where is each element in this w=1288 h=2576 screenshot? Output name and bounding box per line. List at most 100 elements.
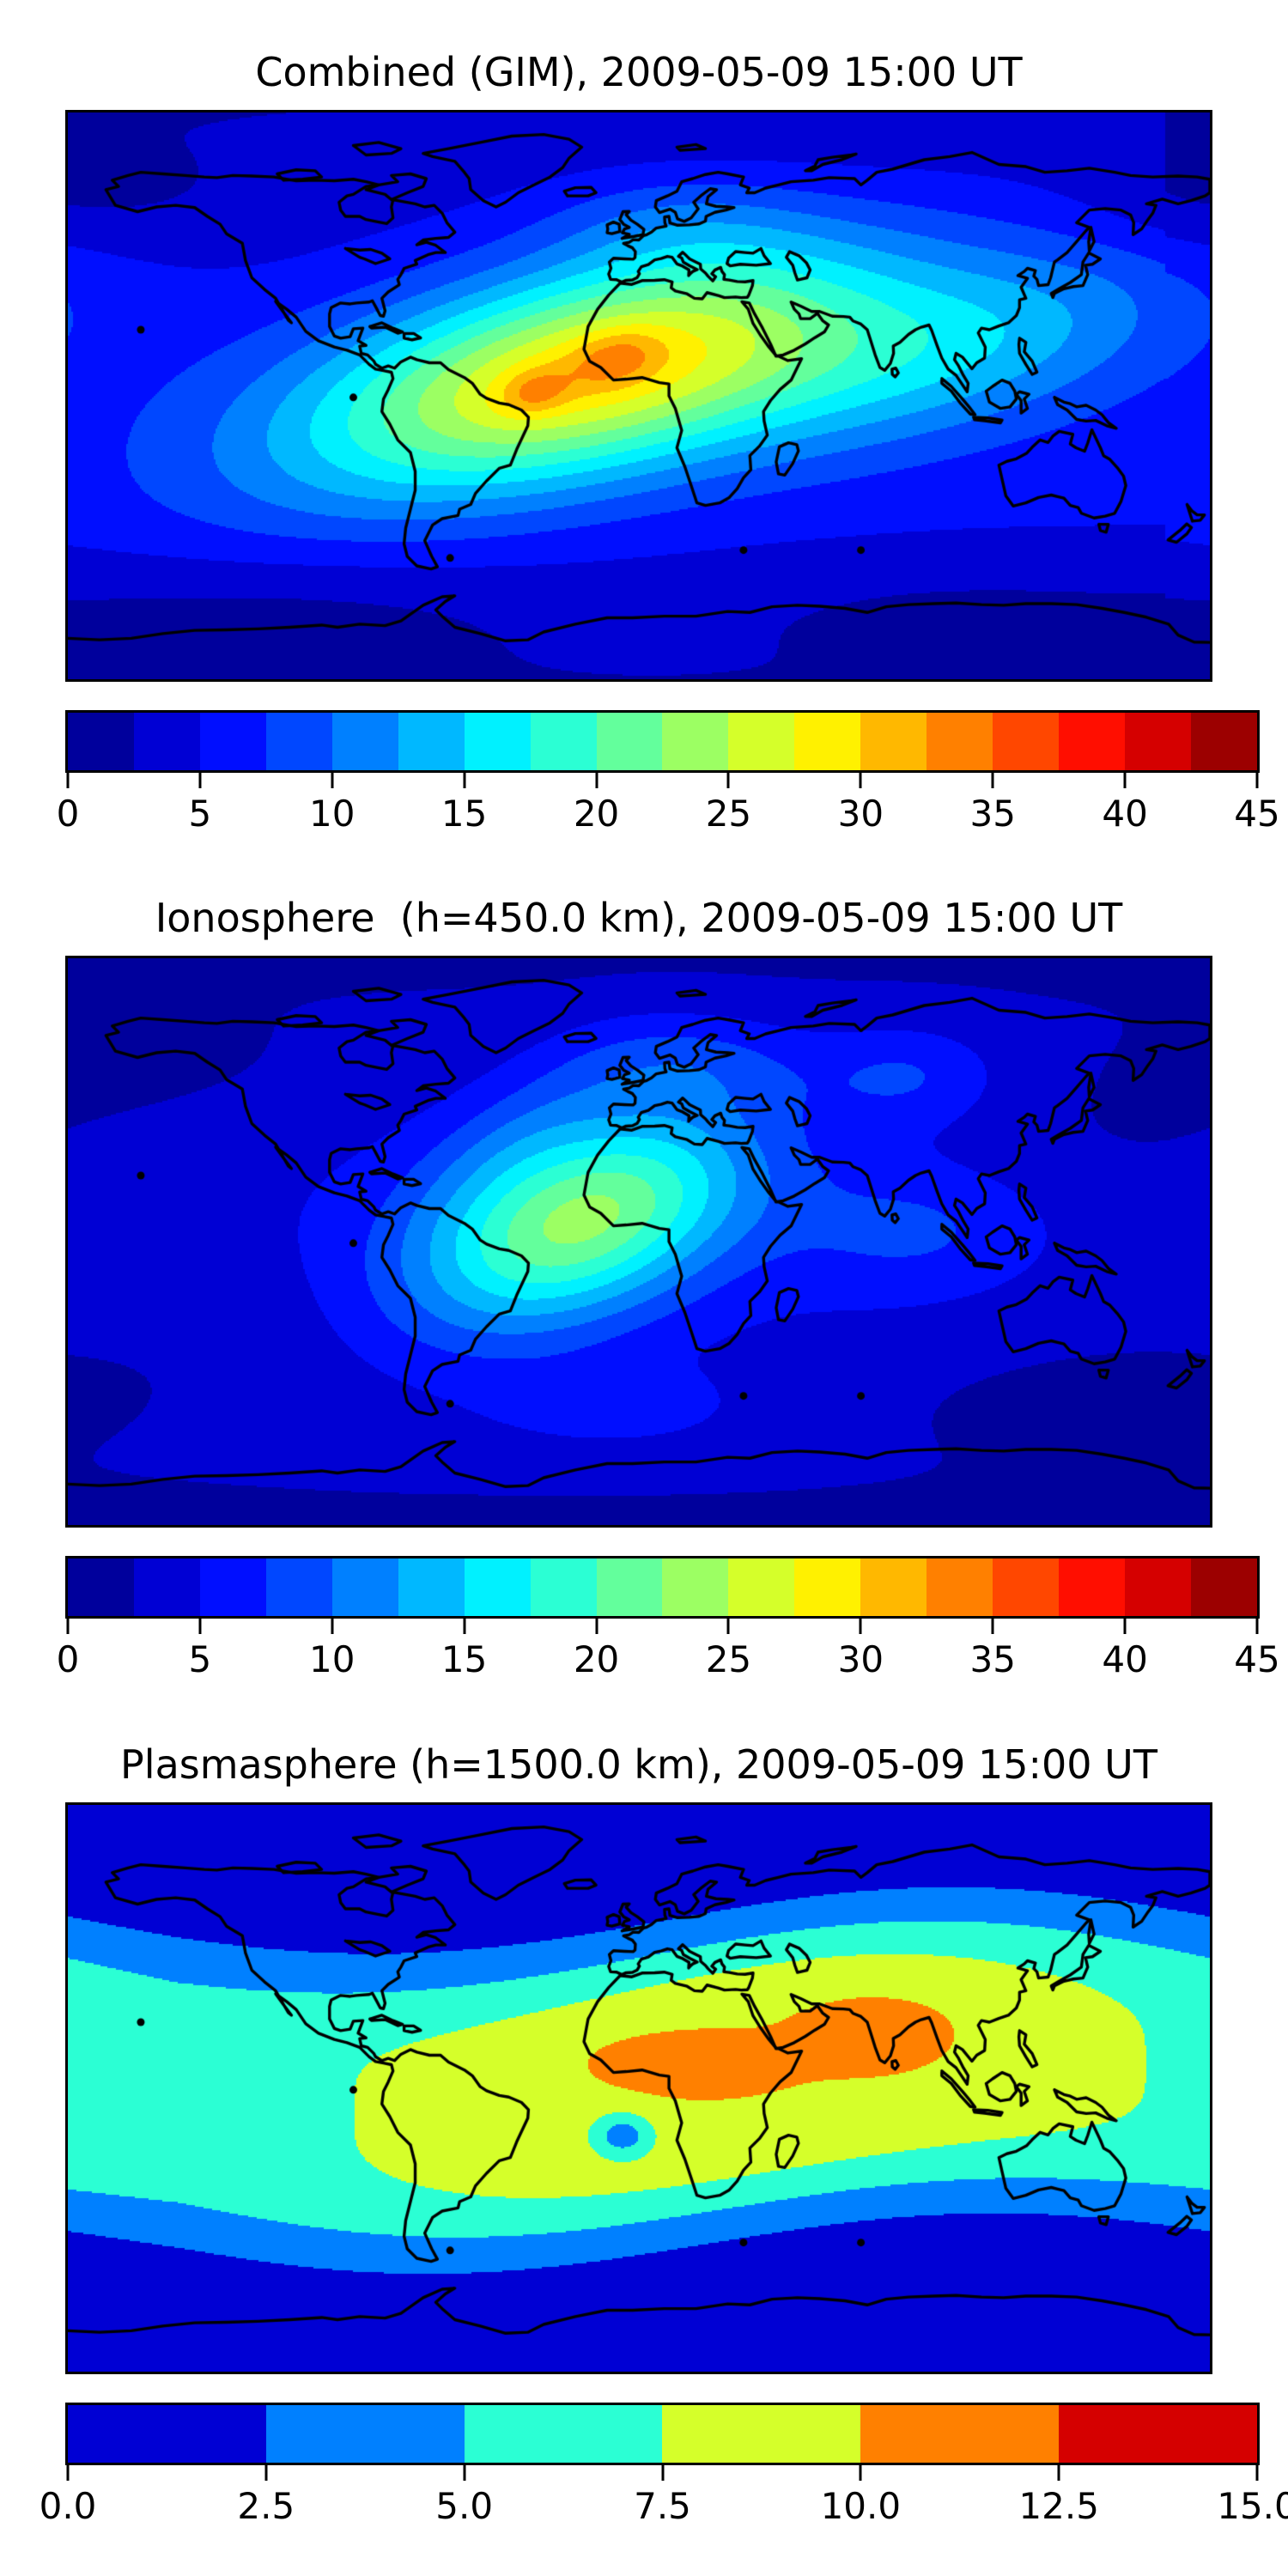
- colorbar-tick-label: 40: [1102, 793, 1148, 835]
- colorbar-segment: [596, 1558, 663, 1616]
- colorbar-tick-label: 12.5: [1018, 2485, 1099, 2527]
- colorbar-segment: [1125, 713, 1191, 770]
- colorbar-tick-label: 0: [56, 793, 80, 835]
- colorbar-segment: [1059, 1558, 1125, 1616]
- map-canvas-combined: [68, 112, 1210, 679]
- colorbar-segment: [530, 713, 597, 770]
- colorbar-tick-mark: [1057, 2465, 1060, 2481]
- colorbar-labels-plasmasphere: 0.0 2.5 5.0 7.5 10.0 12.5 15.0: [39, 2485, 1288, 2530]
- colorbar-segment: [728, 713, 795, 770]
- colorbar-tick-mark: [66, 1619, 70, 1634]
- colorbar-tick-mark: [198, 773, 202, 788]
- colorbar-tick-label: 45: [1234, 793, 1280, 835]
- colorbar-combined: [65, 710, 1260, 773]
- colorbar-segment: [68, 713, 134, 770]
- colorbar-segment: [464, 713, 531, 770]
- colorbar-segment: [1190, 713, 1257, 770]
- map-canvas-plasmasphere: [68, 1805, 1210, 2372]
- colorbar-segment: [927, 713, 993, 770]
- colorbar-tick-mark: [595, 1619, 598, 1634]
- colorbar-segment: [199, 1558, 266, 1616]
- colorbar-tick-label: 15: [440, 1638, 488, 1680]
- colorbar-tick-mark: [66, 773, 70, 788]
- colorbar-tick-mark: [1123, 1619, 1127, 1634]
- colorbar-tick-mark: [991, 773, 994, 788]
- colorbar-segment: [860, 1558, 927, 1616]
- colorbar-tick-label: 25: [705, 793, 752, 835]
- colorbar-tick-mark: [1255, 2465, 1259, 2481]
- colorbar-segment: [265, 713, 332, 770]
- colorbar-segment: [662, 713, 729, 770]
- colorbar-segment: [68, 2405, 266, 2463]
- panel-plasmasphere: Plasmasphere (h=1500.0 km), 2009-05-09 1…: [0, 1743, 1288, 2576]
- colorbar-tick-label: 20: [573, 793, 620, 835]
- colorbar-tick-label: 35: [969, 793, 1016, 835]
- colorbar-segment: [1059, 713, 1125, 770]
- colorbar-tick-mark: [1255, 773, 1259, 788]
- colorbar-tick-label: 0.0: [39, 2485, 97, 2527]
- colorbar-tick-label: 5.0: [435, 2485, 494, 2527]
- colorbar-segment: [1190, 1558, 1257, 1616]
- colorbar-segment: [596, 713, 663, 770]
- colorbar-ticks-combined: [66, 773, 1259, 788]
- colorbar-ticks-ionosphere: [66, 1619, 1259, 1634]
- colorbar-tick-label: 40: [1102, 1638, 1148, 1680]
- colorbar-tick-mark: [331, 773, 334, 788]
- colorbar-segment: [530, 1558, 597, 1616]
- colorbar-segment: [133, 713, 200, 770]
- colorbar-segment: [464, 1558, 531, 1616]
- colorbar-tick-label: 0: [56, 1638, 80, 1680]
- colorbar-segment: [728, 1558, 795, 1616]
- colorbar-tick-label: 2.5: [237, 2485, 295, 2527]
- colorbar-tick-mark: [264, 2465, 268, 2481]
- colorbar-labels-combined: 0 5 10 15 20 25 30 35 40 45: [57, 793, 1280, 837]
- panel-ionosphere: Ionosphere (h=450.0 km), 2009-05-09 15:0…: [0, 896, 1288, 1755]
- colorbar-segment: [993, 713, 1060, 770]
- colorbar-segment: [662, 1558, 729, 1616]
- colorbar-tick-mark: [991, 1619, 994, 1634]
- colorbar-segment: [398, 713, 465, 770]
- colorbar-segment: [464, 2405, 663, 2463]
- colorbar-ticks-plasmasphere: [66, 2465, 1259, 2481]
- colorbar-tick-mark: [463, 773, 466, 788]
- colorbar-tick-label: 15.0: [1217, 2485, 1288, 2527]
- colorbar-tick-label: 10.0: [820, 2485, 902, 2527]
- colorbar-segment: [662, 2405, 861, 2463]
- map-frame-combined: [65, 110, 1212, 682]
- colorbar-tick-mark: [661, 2465, 664, 2481]
- colorbar-tick-label: 45: [1234, 1638, 1280, 1680]
- colorbar-tick-mark: [859, 773, 862, 788]
- colorbar-tick-mark: [463, 2465, 466, 2481]
- colorbar-segment: [265, 1558, 332, 1616]
- colorbar-tick-label: 30: [837, 793, 884, 835]
- colorbar-segment: [794, 713, 861, 770]
- colorbar-tick-label: 15: [440, 793, 488, 835]
- colorbar-segment: [133, 1558, 200, 1616]
- map-canvas-ionosphere: [68, 958, 1210, 1525]
- colorbar-segment: [1059, 2405, 1257, 2463]
- colorbar-tick-label: 35: [969, 1638, 1016, 1680]
- colorbar-tick-mark: [1123, 773, 1127, 788]
- colorbar-tick-mark: [198, 1619, 202, 1634]
- colorbar-tick-label: 5: [188, 1638, 212, 1680]
- colorbar-ionosphere: [65, 1556, 1260, 1619]
- map-frame-plasmasphere: [65, 1802, 1212, 2374]
- colorbar-segment: [68, 1558, 134, 1616]
- colorbar-segment: [265, 2405, 465, 2463]
- colorbar-tick-label: 10: [309, 793, 355, 835]
- colorbar-tick-label: 5: [188, 793, 212, 835]
- colorbar-tick-mark: [1255, 1619, 1259, 1634]
- colorbar-segment: [1125, 1558, 1191, 1616]
- colorbar-segment: [794, 1558, 861, 1616]
- colorbar-segment: [331, 713, 398, 770]
- colorbar-tick-mark: [66, 2465, 70, 2481]
- colorbar-tick-mark: [595, 773, 598, 788]
- colorbar-tick-label: 25: [705, 1638, 752, 1680]
- colorbar-tick-mark: [859, 1619, 862, 1634]
- colorbar-tick-label: 20: [573, 1638, 620, 1680]
- colorbar-tick-mark: [726, 773, 730, 788]
- colorbar-tick-label: 30: [837, 1638, 884, 1680]
- colorbar-segment: [398, 1558, 465, 1616]
- panel-title-ionosphere: Ionosphere (h=450.0 km), 2009-05-09 15:0…: [155, 895, 1123, 941]
